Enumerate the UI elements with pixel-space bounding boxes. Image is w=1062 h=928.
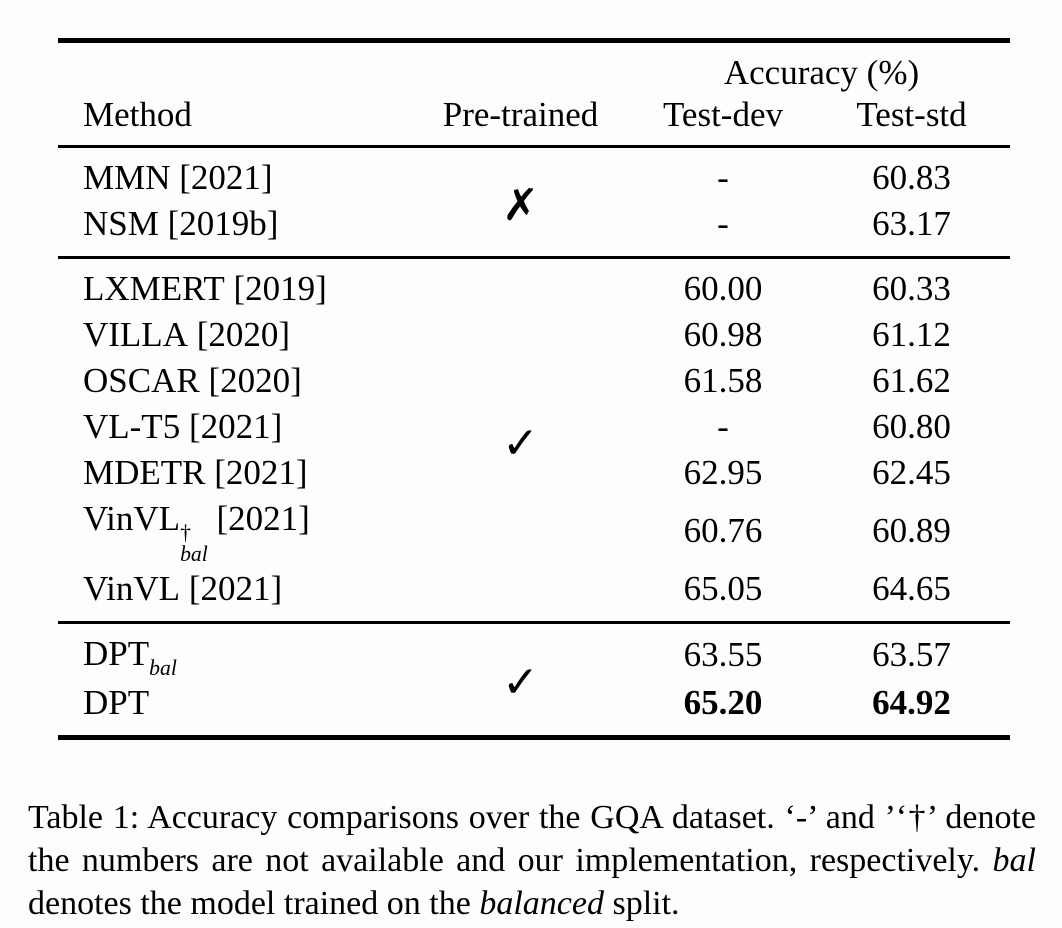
method-citation: [2019] [224,269,327,308]
test-dev-value: 63.55 [683,635,763,675]
method-name: MMN [83,158,171,197]
method-scripts: bal [149,655,177,680]
bal-subscript: bal [149,655,177,680]
bal-subscript: bal [180,542,208,567]
method-citation: [2021] [180,569,283,609]
table-row: OSCAR [2020] 61.58 61.62 [58,358,1010,404]
method-citation: [2020] [199,361,302,400]
column-header-method: Method [83,95,192,134]
method-cell: DPT bal [58,623,408,680]
method-scripts: † bal [180,520,208,567]
method-cell: OSCAR [2020] [58,358,408,404]
header-row-sub: Test-dev Test-std [58,93,1010,147]
method-name: VILLA [83,315,188,354]
column-header-test-std: Test-std [856,95,967,134]
method-cell: MMN [2021] [58,147,408,202]
method-name: VL-T5 [83,407,181,446]
method-name: DPT [83,682,150,722]
method-citation: [2021] [180,407,283,446]
test-std-value: 60.80 [872,407,951,446]
method-citation: [2020] [187,315,291,354]
table-row: DPT 65.20 64.92 [58,680,1010,738]
method-name: LXMERT [83,269,225,308]
results-table-wrap: Method Pre-trained Accuracy (%) Test-dev… [58,38,1011,740]
table-header: Method Pre-trained Accuracy (%) Test-dev… [58,41,1011,147]
method-cell: VinVL [2021] [58,566,408,623]
header-row-top: Method Pre-trained Accuracy (%) [58,41,1010,134]
method-name: OSCAR [83,361,200,400]
method-cell: NSM [2019b] [58,201,408,258]
test-dev-value: 60.00 [683,269,763,308]
table-row: LXMERT [2019] ✓ 60.00 60.33 [58,258,1010,465]
table-group-not-pretrained: MMN [2021] ✗ - 60.83 NSM [2019b] - 63.17 [58,146,1011,258]
table-row: NSM [2019b] - 63.17 [58,201,1010,258]
table-row: VL-T5 [2021] - 60.80 [58,404,1010,450]
test-std-value: 61.62 [872,361,951,400]
test-dev-value: - [717,204,729,243]
caption-italic-balanced: balanced [479,885,604,922]
test-dev-value: 60.98 [683,315,763,354]
table-row: MDETR [2021] 62.95 62.45 [58,450,1010,496]
check-mark-icon: ✓ [502,656,539,708]
test-dev-value: 65.05 [683,569,763,609]
table-group-dpt: DPT bal ✓ 63.55 63.57 DPT 65.20 64.92 [58,622,1011,738]
test-std-value-best: 64.92 [872,682,951,722]
method-name: VinVL [83,499,181,538]
method-name: MDETR [83,453,206,492]
test-dev-value: 62.95 [683,453,763,492]
table-row: VinVL [2021] 65.05 64.65 [58,566,1010,623]
table-caption: Table 1: Accuracy comparisons over the G… [28,796,1036,925]
test-std-value: 60.33 [872,269,951,308]
test-std-value: 61.12 [872,315,951,354]
table-row: VinVL † bal [2021] 60.76 60.89 [58,496,1010,566]
caption-text: denotes the model trained on the [28,885,480,922]
method-name: VinVL [83,569,181,609]
test-dev-value: - [717,158,729,197]
method-citation: [2021] [170,158,273,197]
test-std-value: 60.83 [872,158,951,197]
table-row: MMN [2021] ✗ - 60.83 [58,147,1010,227]
test-dev-value: - [717,407,729,446]
column-header-pretrained: Pre-trained [442,95,599,134]
method-citation: [2021] [205,453,308,492]
dagger-superscript: † [180,520,191,545]
results-table: Method Pre-trained Accuracy (%) Test-dev… [58,38,1011,740]
column-group-header-accuracy: Accuracy (%) [723,53,920,92]
table-row: VILLA [2020] 60.98 61.12 [58,312,1010,358]
table-row: DPT bal ✓ 63.55 63.57 [58,623,1010,704]
method-cell: VL-T5 [2021] [58,404,408,450]
table-group-pretrained: LXMERT [2019] ✓ 60.00 60.33 VILLA [2020]… [58,257,1011,623]
caption-italic-bal: bal [992,842,1036,879]
method-cell: VinVL † bal [2021] [58,496,408,566]
method-citation: [2019b] [158,204,279,243]
method-cell: DPT [58,680,408,738]
test-dev-value: 60.76 [683,511,763,551]
method-cell: LXMERT [2019] [58,258,408,313]
method-citation: [2021] [207,499,310,538]
check-mark-icon: ✓ [502,417,539,469]
column-header-test-dev: Test-dev [662,95,783,134]
method-cell: VILLA [2020] [58,312,408,358]
caption-text: Table 1: Accuracy comparisons over the G… [28,799,1036,879]
method-name: DPT [83,634,150,674]
test-std-value: 60.89 [872,511,951,551]
method-cell: MDETR [2021] [58,450,408,496]
test-dev-value-best: 65.20 [683,682,763,722]
test-std-value: 64.65 [872,569,951,609]
method-name: NSM [83,204,159,243]
test-std-value: 63.17 [872,204,951,243]
caption-text: split. [603,885,680,922]
test-std-value: 63.57 [872,635,951,675]
cross-mark-icon: ✗ [502,179,539,231]
test-std-value: 62.45 [872,453,951,492]
test-dev-value: 61.58 [683,361,763,400]
